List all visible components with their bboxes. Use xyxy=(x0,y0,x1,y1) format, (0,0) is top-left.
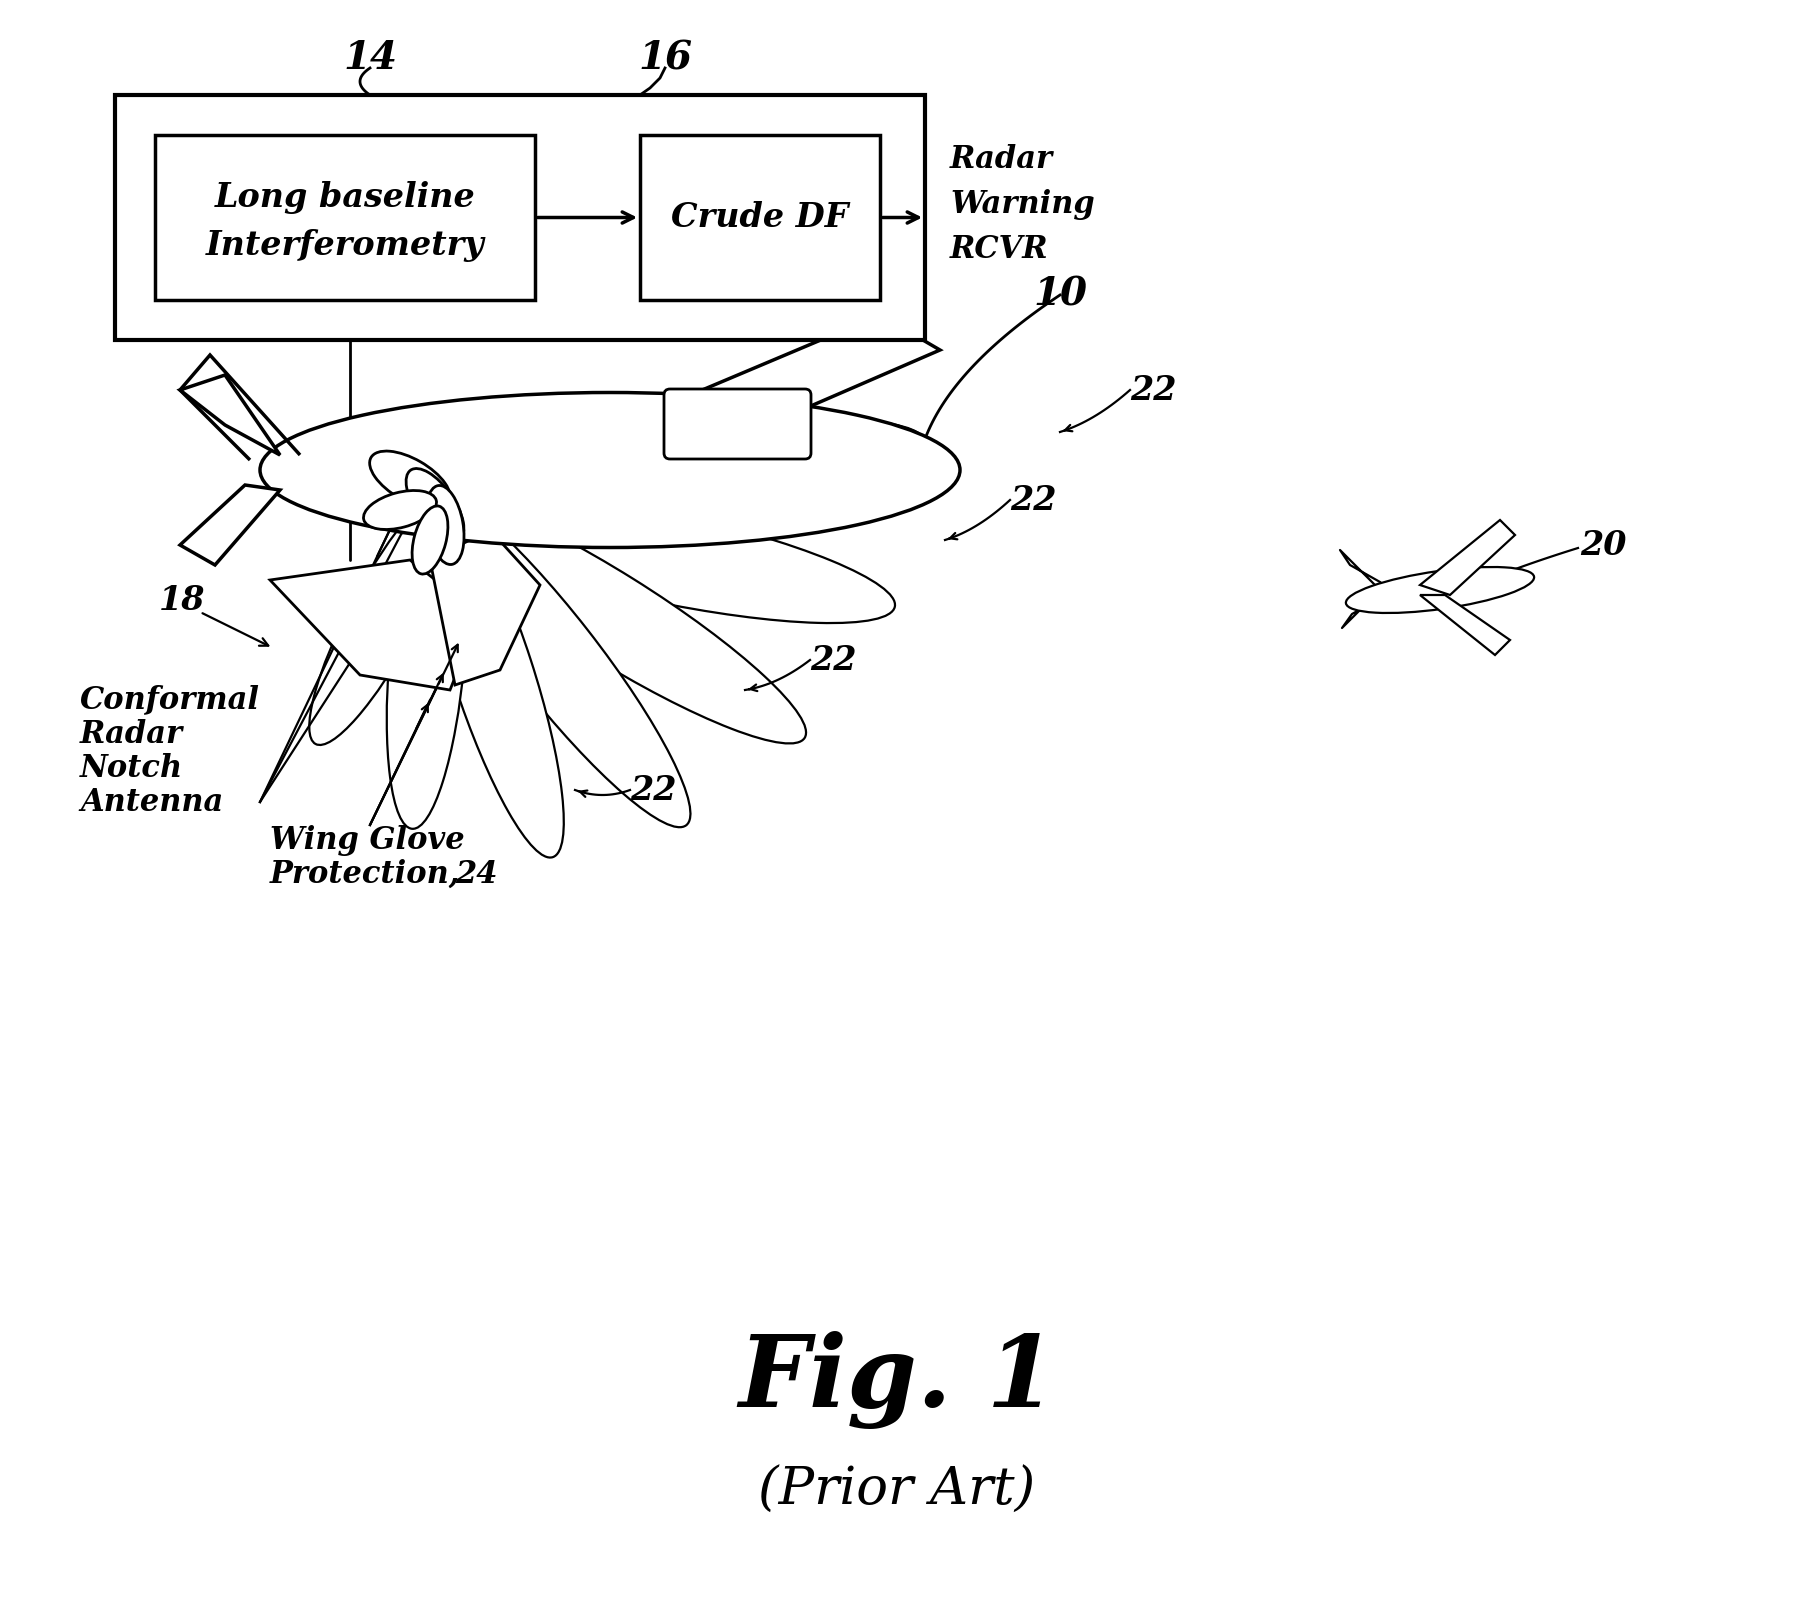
Bar xyxy=(640,135,881,299)
Text: RCVR: RCVR xyxy=(951,235,1049,266)
Text: 18: 18 xyxy=(158,583,205,617)
Text: Crude DF: Crude DF xyxy=(671,201,849,233)
Text: Conformal: Conformal xyxy=(81,684,260,715)
Ellipse shape xyxy=(418,485,691,828)
Polygon shape xyxy=(1421,596,1511,655)
Ellipse shape xyxy=(309,486,457,745)
Polygon shape xyxy=(271,560,481,691)
FancyBboxPatch shape xyxy=(664,390,811,459)
Text: 22: 22 xyxy=(1130,374,1177,406)
Ellipse shape xyxy=(405,469,465,541)
Ellipse shape xyxy=(370,451,450,509)
Text: 22: 22 xyxy=(1010,483,1057,517)
Polygon shape xyxy=(179,485,280,565)
Bar xyxy=(154,135,535,299)
Polygon shape xyxy=(431,530,540,684)
Ellipse shape xyxy=(413,506,448,575)
Text: 16: 16 xyxy=(639,39,692,77)
Ellipse shape xyxy=(260,393,960,547)
Text: Wing Glove: Wing Glove xyxy=(271,824,465,855)
Text: Protection,: Protection, xyxy=(271,858,472,889)
Text: Fig. 1: Fig. 1 xyxy=(737,1331,1057,1430)
Ellipse shape xyxy=(411,419,926,538)
Text: Antenna: Antenna xyxy=(81,787,222,818)
Ellipse shape xyxy=(422,486,563,858)
Ellipse shape xyxy=(364,491,436,530)
Ellipse shape xyxy=(416,488,895,623)
Text: 22: 22 xyxy=(630,773,676,807)
Text: (Prior Art): (Prior Art) xyxy=(759,1465,1035,1515)
Ellipse shape xyxy=(425,486,465,565)
Text: 24: 24 xyxy=(456,858,497,889)
Text: 10: 10 xyxy=(1033,275,1087,314)
Text: 14: 14 xyxy=(343,39,396,77)
Text: Radar: Radar xyxy=(951,145,1053,175)
Text: 12: 12 xyxy=(420,414,466,446)
Ellipse shape xyxy=(388,489,466,829)
Polygon shape xyxy=(1421,520,1514,596)
Ellipse shape xyxy=(1346,567,1534,613)
Bar xyxy=(115,95,926,340)
Text: Interferometry: Interferometry xyxy=(206,229,484,261)
Text: 12: 12 xyxy=(332,449,379,481)
Ellipse shape xyxy=(413,488,806,744)
Text: Warning: Warning xyxy=(951,190,1094,221)
Text: Notch: Notch xyxy=(81,752,183,784)
Polygon shape xyxy=(560,316,940,480)
Text: 22: 22 xyxy=(811,644,856,676)
Polygon shape xyxy=(179,375,280,456)
Text: Radar: Radar xyxy=(81,718,183,750)
Text: Long baseline: Long baseline xyxy=(215,180,475,214)
Text: 12: 12 xyxy=(486,414,533,446)
Text: 20: 20 xyxy=(1581,528,1627,562)
